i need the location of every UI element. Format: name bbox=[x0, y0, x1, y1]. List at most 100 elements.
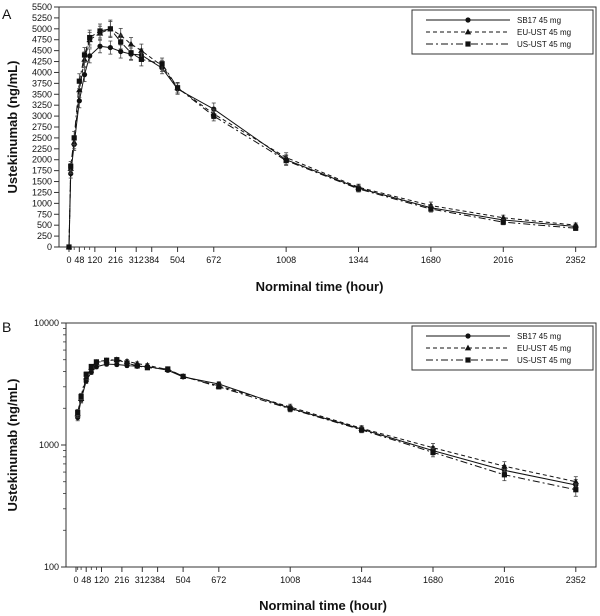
data-point bbox=[93, 364, 99, 370]
legend-marker bbox=[465, 17, 471, 23]
data-point bbox=[138, 47, 145, 54]
data-point bbox=[118, 48, 124, 55]
legend: SB17 45 mg EU-UST 45 mg US-UST 45 mg bbox=[411, 325, 594, 371]
data-point bbox=[428, 206, 434, 212]
data-point bbox=[81, 72, 88, 78]
data-point bbox=[216, 384, 222, 390]
x-tick-label: 1344 bbox=[352, 575, 372, 585]
x-tick-label: 120 bbox=[87, 255, 102, 265]
data-point bbox=[165, 366, 171, 372]
x-tick-label: 504 bbox=[176, 575, 191, 585]
x-tick-label: 0 bbox=[73, 575, 78, 585]
legend-marker bbox=[465, 357, 471, 363]
series-line bbox=[77, 359, 576, 483]
series-line bbox=[68, 28, 576, 248]
x-tick-label: 2352 bbox=[566, 255, 586, 265]
data-point bbox=[127, 40, 135, 47]
y-tick-label: 500 bbox=[37, 220, 52, 230]
x-tick-label: 2016 bbox=[494, 575, 514, 585]
x-tick-label: 312 bbox=[135, 575, 150, 585]
y-tick-label: 5500 bbox=[32, 2, 52, 12]
data-point bbox=[572, 478, 579, 485]
x-tick-label: 1680 bbox=[423, 575, 443, 585]
x-tick-label: 0 bbox=[66, 255, 71, 265]
data-point bbox=[81, 52, 88, 58]
data-point bbox=[211, 113, 217, 119]
x-tick-label: 1008 bbox=[280, 575, 300, 585]
y-axis-title: Ustekinumab (ng/mL) bbox=[5, 61, 20, 194]
y-tick-label: 4000 bbox=[32, 67, 52, 77]
y-tick-label: 2750 bbox=[32, 122, 52, 132]
data-point bbox=[87, 34, 93, 41]
data-point bbox=[107, 26, 113, 32]
data-point bbox=[501, 472, 507, 478]
x-tick-label: 1344 bbox=[349, 255, 369, 265]
data-point bbox=[114, 361, 120, 368]
legend-marker bbox=[464, 344, 472, 351]
x-tick-label: 384 bbox=[150, 575, 165, 585]
y-tick-label: 5000 bbox=[32, 24, 52, 34]
data-point bbox=[174, 85, 181, 91]
legend-label: SB17 45 mg bbox=[517, 16, 561, 25]
panel-label: A bbox=[2, 6, 12, 22]
data-point bbox=[87, 53, 93, 59]
panel-a: A025050075010001250150017502000225025002… bbox=[2, 2, 597, 294]
data-point bbox=[283, 158, 289, 164]
y-tick-label: 3500 bbox=[32, 89, 52, 99]
series-square bbox=[75, 357, 579, 497]
series-line bbox=[77, 363, 576, 486]
series-line bbox=[68, 28, 576, 248]
y-tick-label: 1750 bbox=[32, 166, 52, 176]
x-tick-label: 120 bbox=[94, 575, 109, 585]
y-tick-label: 0 bbox=[47, 242, 52, 252]
data-point bbox=[500, 214, 507, 221]
data-point bbox=[88, 363, 94, 370]
legend-label: US-UST 45 mg bbox=[517, 40, 571, 49]
series-line bbox=[77, 359, 576, 491]
data-point bbox=[118, 39, 124, 45]
y-tick-label: 2000 bbox=[32, 155, 52, 165]
y-axis-title: Ustekinumab (ng/mL) bbox=[5, 379, 20, 512]
x-tick-label: 504 bbox=[170, 255, 185, 265]
data-point bbox=[76, 86, 83, 93]
x-tick-label: 672 bbox=[206, 255, 221, 265]
legend-label: US-UST 45 mg bbox=[517, 356, 571, 365]
data-point bbox=[124, 360, 130, 366]
data-point bbox=[573, 225, 579, 231]
y-axis-ticks: 100 1000 10000 bbox=[34, 318, 66, 572]
data-point bbox=[287, 406, 293, 412]
legend: SB17 45 mg EU-UST 45 mg US-UST 45 mg bbox=[411, 9, 594, 55]
x-tick-label: 312 bbox=[129, 255, 144, 265]
panel-b: B 100 1000 10000 0 48 120 216 312 384 504 672 1008 13… bbox=[2, 318, 597, 613]
x-tick-label: 2352 bbox=[566, 575, 586, 585]
data-point bbox=[93, 359, 99, 365]
y-tick-label: 3250 bbox=[32, 100, 52, 110]
data-point bbox=[501, 462, 508, 469]
data-point bbox=[500, 219, 506, 225]
data-point bbox=[107, 44, 113, 51]
data-point bbox=[75, 409, 81, 416]
x-axis-title: Norminal time (hour) bbox=[256, 279, 384, 294]
y-axis-ticks: 0250500750100012501500175020002250250027… bbox=[32, 2, 59, 252]
data-point bbox=[573, 487, 579, 493]
y-tick-label: 1000 bbox=[39, 440, 59, 450]
y-tick-label: 4500 bbox=[32, 46, 52, 56]
data-point bbox=[134, 363, 140, 369]
x-tick-label: 216 bbox=[108, 255, 123, 265]
legend-label: EU-UST 45 mg bbox=[517, 28, 571, 37]
y-tick-label: 750 bbox=[37, 209, 52, 219]
data-point bbox=[159, 61, 165, 67]
legend-marker bbox=[465, 41, 471, 47]
panel-label: B bbox=[2, 319, 11, 335]
y-tick-label: 3750 bbox=[32, 78, 52, 88]
y-tick-label: 1250 bbox=[32, 187, 52, 197]
x-tick-label: 672 bbox=[211, 575, 226, 585]
data-point bbox=[78, 393, 84, 400]
x-tick-label: 384 bbox=[144, 255, 159, 265]
data-point bbox=[97, 43, 103, 49]
data-point bbox=[83, 371, 89, 377]
series-triangle bbox=[74, 356, 579, 488]
data-point bbox=[144, 365, 150, 371]
y-tick-label: 100 bbox=[44, 562, 59, 572]
